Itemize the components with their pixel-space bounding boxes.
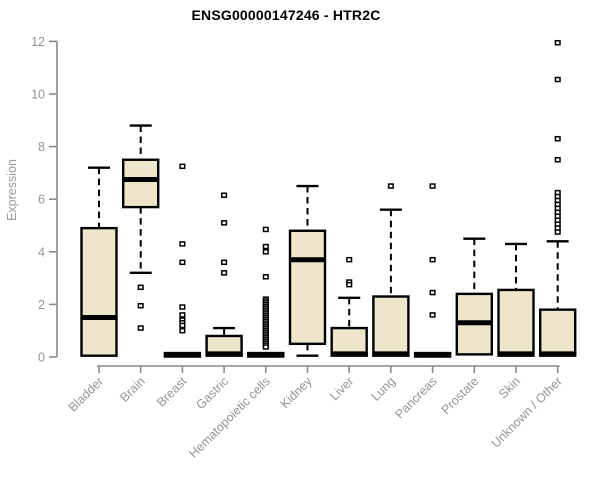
outlier-point [554, 157, 561, 163]
outlier-point [262, 249, 269, 255]
outlier-point [179, 327, 186, 334]
box-gastric [205, 192, 243, 357]
x-tick-label-unknown-other: Unknown / Other [489, 374, 565, 450]
box-kidney [288, 184, 327, 357]
iqr-box [539, 308, 577, 357]
y-tick-label: 6 [38, 193, 45, 207]
outlier-point [429, 183, 436, 189]
x-tick-label-skin: Skin [496, 374, 523, 401]
outlier-point [346, 256, 353, 263]
x-tick-label-hematopoietic-cells: Hematopoietic cells [186, 374, 273, 461]
outlier-point [554, 229, 561, 235]
x-tick-label-prostate: Prostate [439, 374, 482, 417]
chart-title: ENSG00000147246 - HTR2C [191, 7, 381, 23]
box-hematopoietic-cells [247, 226, 285, 358]
outlier-point [387, 183, 394, 189]
outlier-point [262, 226, 269, 233]
x-tick-label-kidney: Kidney [278, 374, 315, 411]
outlier-point [221, 220, 228, 226]
y-tick-label: 10 [31, 88, 45, 102]
outlier-point [262, 243, 269, 250]
outlier-point [179, 304, 186, 310]
outlier-point [221, 192, 228, 199]
y-axis-title: Expression [5, 159, 19, 221]
outlier-point [221, 259, 228, 266]
iqr-box [497, 288, 535, 357]
box-prostate [455, 237, 493, 356]
outlier-point [554, 76, 561, 83]
outlier-point [221, 270, 228, 276]
x-tick-label-pancreas: Pancreas [392, 374, 439, 421]
outlier-point [137, 302, 144, 309]
x-tick-label-bladder: Bladder [66, 374, 106, 414]
x-tick-label-liver: Liver [327, 374, 356, 403]
outlier-point [429, 289, 436, 296]
outlier-point [346, 281, 353, 288]
y-axis: 0 2 4 6 8 10 12 [31, 35, 58, 365]
outlier-point [179, 322, 186, 329]
x-tick-label-gastric: Gastric [193, 374, 231, 412]
iqr-box [80, 226, 118, 357]
outlier-point [137, 284, 144, 291]
y-tick-label: 0 [38, 351, 45, 365]
outlier-point [554, 39, 561, 46]
box-lung [372, 183, 410, 357]
box-bladder [80, 166, 118, 357]
outlier-point [179, 241, 186, 247]
y-tick-label: 8 [38, 140, 45, 154]
y-tick-label: 2 [38, 298, 45, 312]
box-brain [121, 124, 160, 331]
outlier-point [179, 163, 186, 170]
box-breast [163, 163, 202, 358]
iqr-box [372, 295, 410, 357]
outlier-point [179, 259, 186, 266]
box-unknown-other [539, 39, 577, 357]
outlier-point [554, 135, 561, 142]
x-tick-label-lung: Lung [368, 374, 398, 404]
x-tick-label-brain: Brain [117, 374, 148, 405]
y-tick-label: 12 [31, 35, 45, 49]
box-pancreas [413, 183, 452, 358]
box-skin [497, 242, 535, 357]
outlier-point [262, 274, 269, 280]
outlier-point [429, 256, 436, 263]
iqr-box [121, 158, 160, 209]
outlier-point [262, 344, 269, 350]
box-liver [330, 256, 368, 357]
x-tick-label-breast: Breast [154, 374, 190, 410]
iqr-box [288, 229, 327, 346]
outlier-point [429, 312, 436, 318]
outlier-point [137, 325, 144, 331]
y-tick-label: 4 [38, 245, 45, 259]
outlier-point [179, 312, 186, 318]
